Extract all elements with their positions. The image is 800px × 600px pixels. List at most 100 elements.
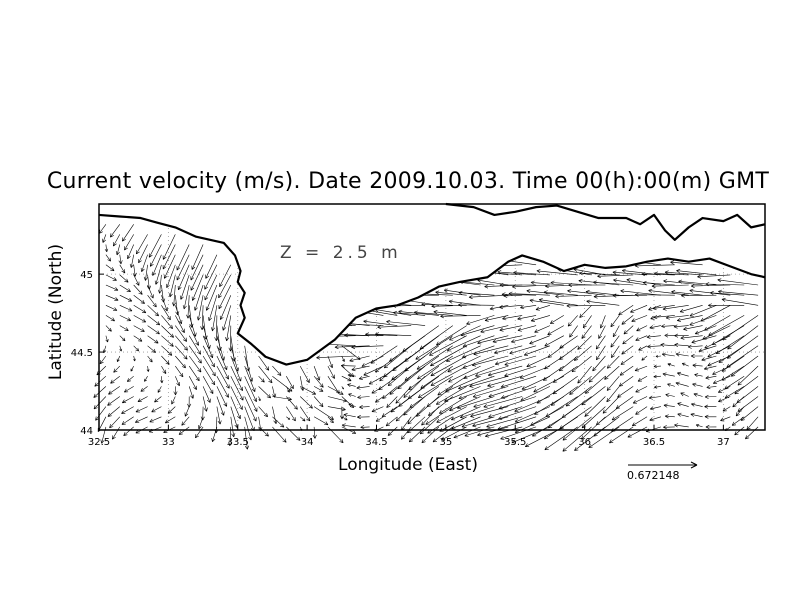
velocity-vector bbox=[526, 355, 551, 368]
velocity-vector bbox=[419, 325, 453, 350]
velocity-vector bbox=[655, 355, 661, 358]
velocity-vector bbox=[567, 289, 606, 296]
velocity-vector bbox=[119, 274, 129, 283]
velocity-vector bbox=[299, 365, 310, 383]
velocity-vector bbox=[667, 383, 675, 387]
velocity-vector bbox=[136, 234, 148, 255]
velocity-vector bbox=[133, 335, 143, 342]
velocity-vector bbox=[567, 315, 578, 327]
velocity-vector bbox=[675, 381, 689, 387]
velocity-vector bbox=[202, 386, 211, 403]
land-mass bbox=[99, 204, 765, 365]
velocity-vector bbox=[401, 426, 412, 440]
velocity-vector bbox=[690, 413, 703, 418]
velocity-vector bbox=[208, 295, 218, 322]
velocity-vector bbox=[497, 416, 537, 431]
velocity-vector bbox=[709, 291, 745, 296]
velocity-vector bbox=[105, 274, 117, 281]
depth-annotation: Z = 2.5 m bbox=[280, 243, 402, 263]
reference-vector: 0.672148 bbox=[627, 461, 698, 482]
velocity-vectors bbox=[93, 224, 759, 452]
velocity-vector bbox=[449, 325, 481, 341]
velocity-vector bbox=[149, 416, 162, 423]
velocity-vector bbox=[653, 315, 675, 320]
velocity-vector bbox=[230, 386, 243, 410]
velocity-vector bbox=[375, 416, 384, 422]
velocity-vector bbox=[417, 375, 453, 398]
x-tick-label: 33.5 bbox=[227, 437, 249, 448]
velocity-vector bbox=[676, 268, 717, 276]
velocity-vector bbox=[627, 426, 648, 438]
velocity-vector bbox=[585, 289, 620, 296]
velocity-vector bbox=[619, 365, 634, 376]
velocity-vector bbox=[501, 386, 537, 399]
velocity-vector bbox=[222, 305, 232, 331]
velocity-vector bbox=[466, 315, 495, 326]
velocity-vector bbox=[462, 355, 495, 369]
velocity-vector bbox=[152, 254, 162, 276]
velocity-vector bbox=[299, 396, 313, 409]
velocity-vector bbox=[661, 352, 675, 357]
velocity-vector bbox=[483, 396, 523, 409]
velocity-vector bbox=[123, 426, 134, 436]
velocity-vector bbox=[545, 396, 578, 417]
velocity-vector bbox=[687, 344, 703, 349]
velocity-vector bbox=[437, 375, 467, 396]
velocity-vector bbox=[327, 386, 344, 395]
velocity-vector bbox=[705, 375, 717, 380]
velocity-vector bbox=[230, 365, 243, 392]
velocity-vector bbox=[313, 396, 324, 408]
velocity-vector bbox=[538, 298, 578, 306]
velocity-vector bbox=[175, 315, 185, 334]
velocity-vector bbox=[118, 254, 123, 265]
velocity-vector bbox=[161, 295, 168, 312]
velocity-vector bbox=[299, 406, 311, 422]
velocity-vector bbox=[244, 386, 258, 412]
velocity-vector bbox=[621, 315, 634, 325]
velocity-vector bbox=[529, 335, 551, 345]
velocity-vector bbox=[722, 315, 759, 340]
x-tick-label: 32.5 bbox=[88, 437, 110, 448]
velocity-vector bbox=[363, 365, 384, 376]
velocity-vector bbox=[499, 305, 523, 310]
velocity-vector bbox=[398, 309, 439, 316]
velocity-vector bbox=[93, 386, 107, 398]
velocity-vector bbox=[370, 345, 398, 364]
velocity-vector bbox=[179, 274, 190, 300]
velocity-vector bbox=[286, 406, 296, 422]
velocity-vector bbox=[419, 416, 440, 435]
velocity-vector bbox=[195, 426, 204, 439]
velocity-vector bbox=[211, 305, 218, 332]
velocity-vector bbox=[552, 365, 578, 383]
velocity-vector bbox=[161, 325, 174, 338]
velocity-vector bbox=[472, 416, 509, 428]
velocity-vector bbox=[665, 393, 675, 398]
velocity-vector bbox=[707, 345, 731, 358]
velocity-vector bbox=[458, 375, 495, 390]
velocity-vector bbox=[704, 414, 717, 419]
velocity-vector bbox=[446, 335, 481, 352]
velocity-vector bbox=[119, 264, 126, 274]
velocity-vector bbox=[494, 355, 523, 366]
velocity-vector bbox=[618, 305, 634, 316]
velocity-vector bbox=[147, 345, 156, 353]
velocity-vector bbox=[404, 345, 440, 372]
velocity-vector bbox=[670, 260, 703, 266]
velocity-vector bbox=[426, 386, 453, 407]
velocity-vector bbox=[127, 244, 134, 260]
velocity-vector bbox=[674, 333, 689, 338]
velocity-vector bbox=[458, 290, 495, 296]
velocity-vector bbox=[700, 305, 731, 322]
velocity-vector bbox=[147, 355, 153, 363]
velocity-vector bbox=[630, 305, 648, 313]
velocity-vector bbox=[430, 355, 467, 377]
velocity-vector bbox=[175, 335, 188, 351]
velocity-vector bbox=[358, 375, 370, 380]
velocity-vector bbox=[133, 355, 136, 362]
velocity-vector bbox=[144, 376, 148, 382]
velocity-vector bbox=[258, 375, 265, 383]
velocity-vector bbox=[440, 426, 467, 441]
velocity-vector bbox=[632, 396, 648, 404]
velocity-vector bbox=[675, 352, 689, 357]
velocity-vector bbox=[544, 335, 564, 347]
